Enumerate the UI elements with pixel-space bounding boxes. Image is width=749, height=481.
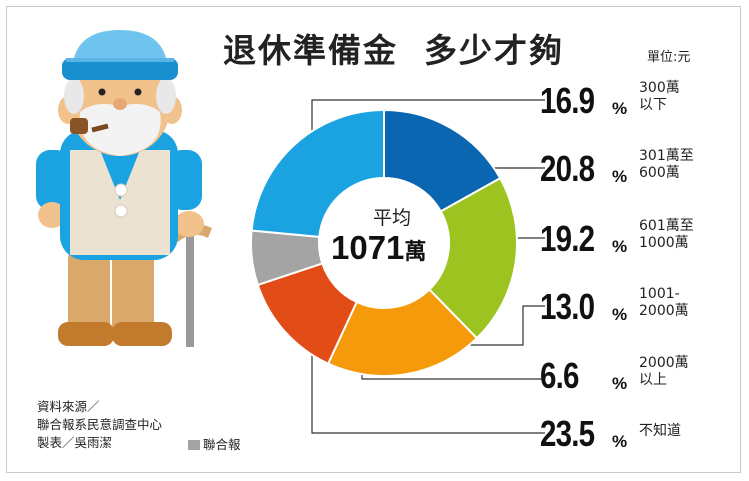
pct-row-4: 13.0% 1001- 2000萬 [540, 286, 689, 327]
donut-slice-2 [427, 176, 518, 340]
pct-value: 20.8 [540, 148, 595, 189]
pct-label-line2: 2000萬 [639, 303, 689, 319]
donut-slice-6 [250, 108, 385, 238]
grandpa-nose [113, 98, 127, 110]
pct-value: 16.9 [540, 80, 595, 121]
leader-line-4 [470, 305, 545, 346]
pct-sign: % [612, 432, 628, 451]
pipe-stem [91, 123, 109, 133]
center-value: 1071萬 [331, 229, 426, 267]
cane-stick [186, 235, 194, 347]
grandpa-left-eye [98, 88, 106, 96]
center-value-unit: 萬 [404, 240, 427, 265]
unit-label: 單位:元 [647, 50, 691, 65]
source-line-3: 製表／吳雨潔 [37, 435, 113, 450]
center-label: 平均 [372, 207, 411, 229]
pct-sign: % [612, 237, 628, 256]
pct-label-line1: 301萬至 [639, 148, 694, 164]
pct-sign: % [612, 167, 628, 186]
pipe-bowl [70, 118, 88, 134]
pct-sign: % [612, 305, 628, 324]
chart-title: 退休準備金 多少才夠 [223, 24, 564, 72]
pct-label-line2: 以上 [639, 372, 667, 388]
pct-row-3: 19.2% 601萬至 1000萬 [540, 218, 694, 259]
vest-button-1 [114, 183, 128, 197]
brand-square-icon [188, 440, 200, 450]
grandpa-left-hand [38, 202, 66, 228]
donut-hole [320, 179, 448, 307]
title-part-2: 多少才夠 [424, 31, 564, 70]
grandpa-right-shoe [112, 322, 172, 346]
pct-label: 2000萬 以上 [639, 355, 689, 389]
pct-row-2: 20.8% 301萬至 600萬 [540, 148, 694, 189]
pct-label-line1: 601萬至 [639, 218, 694, 234]
leader-line-6 [311, 355, 545, 434]
pct-label-line2: 1000萬 [639, 235, 689, 251]
grandpa-right-leg [112, 252, 154, 332]
pct-label: 1001- 2000萬 [639, 286, 689, 320]
grandpa-illustration [36, 30, 212, 347]
pct-label-line2: 以下 [639, 97, 667, 113]
grandpa-right-hand [174, 211, 204, 237]
source-line-1: 資料來源／ [37, 399, 100, 414]
grandpa-beard [79, 104, 161, 156]
pct-value: 13.0 [540, 286, 595, 327]
brand-text: 聯合報 [203, 437, 241, 452]
source-note: 資料來源／ 聯合報系民意調查中心 製表／吳雨潔 [37, 398, 162, 452]
pct-value: 23.5 [540, 413, 595, 454]
grandpa-hair-right [156, 78, 176, 114]
pct-sign: % [612, 374, 628, 393]
beanie-band-highlight [66, 58, 174, 62]
donut-slice-3 [326, 288, 479, 377]
pct-label: 不知道 [639, 423, 681, 440]
grandpa-hair-left [64, 78, 84, 114]
pct-value: 6.6 [540, 355, 579, 396]
donut-chart [250, 108, 518, 377]
pct-label: 301萬至 600萬 [639, 148, 694, 182]
grandpa-right-eye [134, 88, 142, 96]
pct-row-1: 16.9% 300萬 以下 [540, 80, 680, 121]
pct-row-6: 23.5% 不知道 [540, 413, 681, 454]
title-part-1: 退休準備金 [223, 31, 398, 70]
pct-sign: % [612, 99, 628, 118]
beanie-band [62, 58, 178, 80]
vest-button-2 [114, 204, 128, 218]
pct-label-line1: 300萬 [639, 80, 680, 96]
center-value-number: 1071 [331, 229, 405, 266]
pct-label-line1: 1001- [639, 286, 680, 302]
grandpa-left-shoe [58, 322, 114, 346]
pct-label-line1: 2000萬 [639, 355, 689, 371]
grandpa-vest [70, 150, 170, 255]
source-line-2: 聯合報系民意調查中心 [37, 417, 163, 432]
brand-mark: 聯合報 [188, 434, 241, 453]
pct-label: 300萬 以下 [639, 80, 680, 114]
pct-label-line2: 600萬 [639, 165, 680, 181]
pct-label-line1: 不知道 [639, 423, 681, 439]
pct-row-5: 6.6% 2000萬 以上 [540, 355, 689, 396]
grandpa-left-leg [68, 252, 110, 332]
pct-label: 601萬至 1000萬 [639, 218, 694, 252]
pct-value: 19.2 [540, 218, 595, 259]
